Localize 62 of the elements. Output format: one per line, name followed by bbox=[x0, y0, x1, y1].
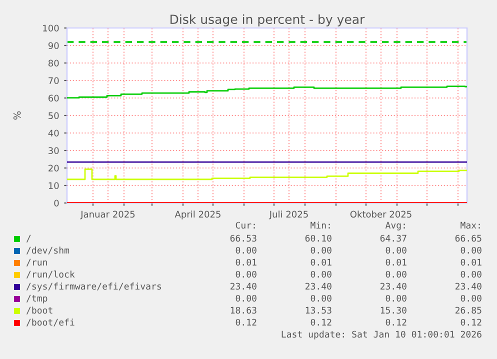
x-tick-label: April 2025 bbox=[174, 210, 220, 220]
text: 0.00 bbox=[310, 246, 332, 254]
text: 0.01 bbox=[310, 258, 332, 266]
legend-label: /dev/shm bbox=[26, 246, 70, 254]
text: 23.40 bbox=[305, 282, 332, 290]
text: 0.00 bbox=[386, 270, 406, 278]
text: 23.40 bbox=[230, 282, 256, 290]
y-tick-label: 100 bbox=[43, 24, 59, 32]
y-tick-label: 70 bbox=[48, 77, 59, 84]
x-tick-label: Oktober 2025 bbox=[350, 210, 412, 218]
y-tick-label: 10 bbox=[48, 182, 59, 190]
text: 15.30 bbox=[380, 306, 406, 314]
text: 26.85 bbox=[455, 306, 482, 314]
text: 0.00 bbox=[236, 294, 256, 302]
text: Max: bbox=[460, 222, 480, 229]
text: 0.00 bbox=[460, 270, 482, 278]
y-tick-label: 60 bbox=[48, 94, 59, 102]
text: 0.01 bbox=[236, 258, 256, 266]
y-tick-label: 0 bbox=[54, 200, 59, 207]
legend-label: /run/lock bbox=[26, 270, 75, 278]
text: 0.00 bbox=[310, 270, 332, 278]
text: 0.00 bbox=[386, 294, 406, 302]
text: Avg: bbox=[385, 222, 405, 230]
legend-label: /run bbox=[26, 258, 47, 266]
y-tick-label: 90 bbox=[48, 42, 59, 50]
text: 0.12 bbox=[236, 318, 256, 326]
text: 0.01 bbox=[386, 258, 406, 266]
text: 0.00 bbox=[460, 246, 482, 254]
text: Last update: Sat Jan 10 01:00:01 2026 bbox=[282, 330, 482, 340]
text: 0.00 bbox=[236, 270, 256, 278]
text: 60.10 bbox=[305, 234, 332, 242]
text: 23.40 bbox=[455, 282, 482, 290]
legend-label: /boot/efi bbox=[26, 318, 74, 326]
text: 0.12 bbox=[386, 318, 406, 326]
text: 66.65 bbox=[455, 234, 482, 242]
text: 0.00 bbox=[236, 246, 256, 254]
legend-label: /sys/firmware/efi/efivars bbox=[26, 282, 161, 292]
text: 64.37 bbox=[380, 234, 406, 242]
text: 23.40 bbox=[380, 282, 406, 290]
y-tick-label: 40 bbox=[48, 130, 59, 137]
text: 0.12 bbox=[460, 318, 482, 326]
x-tick-label: Juli 2025 bbox=[268, 210, 308, 220]
text: 0.00 bbox=[310, 294, 332, 302]
text: 66.53 bbox=[230, 234, 256, 242]
text: Cur: bbox=[236, 222, 255, 229]
legend-label: / bbox=[26, 234, 31, 242]
y-tick-label: 50 bbox=[48, 112, 59, 120]
text: 0.00 bbox=[460, 294, 482, 302]
y-tick-label: 20 bbox=[48, 164, 59, 172]
chart-title: Disk usage in percent - by year bbox=[170, 14, 365, 26]
text: 0.12 bbox=[310, 318, 332, 326]
text: 0.01 bbox=[460, 258, 482, 266]
text: 13.53 bbox=[306, 306, 332, 314]
y-tick-label: 80 bbox=[48, 60, 59, 67]
y-tick-label: 30 bbox=[48, 147, 59, 154]
text: 18.63 bbox=[230, 306, 256, 314]
legend-label: /tmp bbox=[26, 294, 48, 304]
text: 0.00 bbox=[386, 246, 406, 254]
text: Min: bbox=[310, 222, 330, 229]
x-tick-label: Januar 2025 bbox=[80, 210, 135, 220]
y-axis-title: % bbox=[13, 111, 21, 120]
legend-label: /boot bbox=[26, 306, 52, 314]
